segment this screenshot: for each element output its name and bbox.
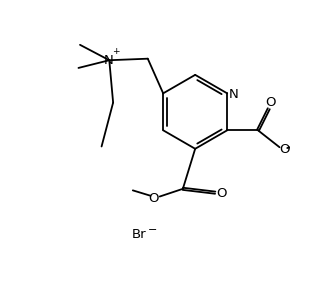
Text: N: N (229, 88, 239, 101)
Text: O: O (148, 191, 159, 205)
Text: O: O (280, 143, 290, 156)
Text: N: N (104, 55, 113, 68)
Text: O: O (265, 96, 276, 109)
Text: O: O (216, 187, 227, 200)
Text: Br: Br (132, 228, 147, 241)
Text: +: + (112, 47, 120, 56)
Text: −: − (147, 225, 157, 235)
